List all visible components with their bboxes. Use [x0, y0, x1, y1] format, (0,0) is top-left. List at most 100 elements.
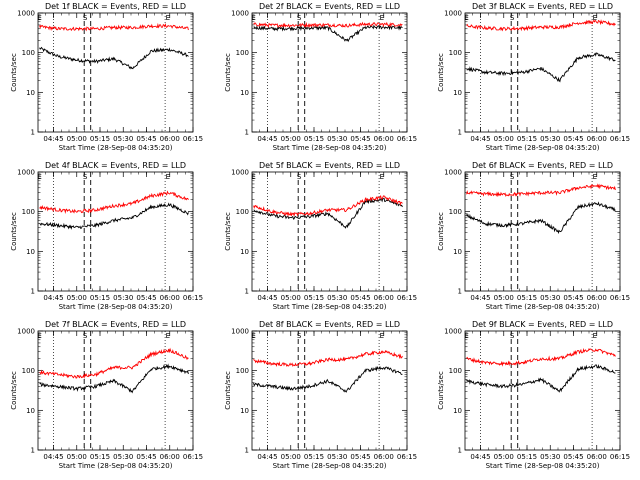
events-series-line	[466, 201, 616, 235]
x-tick-label: 04:45	[43, 135, 63, 143]
x-axis-title: Start Time (28-Sep-08 04:35:20)	[59, 144, 173, 152]
event-marker-label: E	[251, 14, 255, 22]
events-series-line	[39, 363, 189, 394]
x-tick-label: 05:30	[113, 453, 133, 461]
panel-7: Det 7f BLACK = Events, RED = LLD E S E 1 10 10…	[10, 320, 203, 470]
panel-title: Det 9f BLACK = Events, RED = LLD	[472, 320, 613, 329]
lld-series-line	[253, 349, 403, 368]
event-marker-label: E	[166, 173, 170, 181]
x-tick-label: 05:15	[517, 294, 537, 302]
x-tick-label: 05:00	[494, 453, 514, 461]
events-series-line	[253, 197, 403, 229]
event-marker-label: E	[380, 332, 384, 340]
event-marker-label: E	[251, 332, 255, 340]
x-tick-label: 05:30	[113, 294, 133, 302]
x-tick-label: 05:45	[350, 294, 370, 302]
panel-1: Det 1f BLACK = Events, RED = LLD E S E 1 10 10…	[10, 2, 203, 152]
x-tick-label: 05:00	[67, 453, 87, 461]
y-tick-label: 100	[22, 49, 35, 57]
lld-series-line	[39, 190, 189, 214]
y-axis-title: Counts/sec	[224, 53, 232, 92]
x-axis-title: Start Time (28-Sep-08 04:35:20)	[273, 303, 387, 311]
x-tick-label: 04:45	[43, 294, 63, 302]
x-tick-label: 04:45	[470, 294, 490, 302]
x-tick-label: 05:15	[304, 453, 324, 461]
event-marker-label: E	[380, 14, 384, 22]
y-tick-label: 1000	[231, 328, 249, 336]
lld-series-line	[39, 22, 189, 32]
y-tick-label: 1	[31, 129, 35, 137]
y-tick-label: 10	[26, 248, 35, 256]
x-tick-label: 05:00	[494, 135, 514, 143]
y-tick-label: 100	[236, 367, 249, 375]
x-tick-label: 05:15	[304, 135, 324, 143]
panel-title: Det 1f BLACK = Events, RED = LLD	[45, 2, 186, 11]
lld-series-line	[466, 347, 616, 367]
event-marker-label: S	[510, 14, 515, 22]
event-marker-label: S	[83, 14, 88, 22]
x-tick-label: 04:45	[470, 135, 490, 143]
y-tick-label: 100	[236, 49, 249, 57]
x-tick-label: 06:00	[160, 453, 180, 461]
x-tick-label: 06:00	[160, 294, 180, 302]
panel-title: Det 7f BLACK = Events, RED = LLD	[45, 320, 186, 329]
x-axis-title: Start Time (28-Sep-08 04:35:20)	[273, 462, 387, 470]
event-marker-label: E	[166, 332, 170, 340]
x-tick-label: 05:00	[281, 294, 301, 302]
event-marker-label: E	[37, 332, 41, 340]
y-tick-label: 10	[453, 89, 462, 97]
event-marker-label: S	[297, 14, 302, 22]
event-marker-label: S	[83, 332, 88, 340]
x-tick-label: 06:15	[183, 453, 203, 461]
y-tick-label: 1000	[231, 169, 249, 177]
event-marker-label: S	[510, 173, 515, 181]
panel-5: Det 5f BLACK = Events, RED = LLD E S E 1 10 10…	[224, 161, 417, 311]
y-tick-label: 1000	[17, 169, 35, 177]
x-tick-label: 05:45	[350, 453, 370, 461]
x-tick-label: 05:30	[327, 294, 347, 302]
events-series-line	[39, 202, 189, 230]
x-tick-label: 06:00	[160, 135, 180, 143]
x-tick-label: 06:00	[587, 453, 607, 461]
x-tick-label: 06:15	[610, 453, 630, 461]
x-tick-label: 05:30	[327, 135, 347, 143]
x-tick-label: 06:15	[183, 135, 203, 143]
y-tick-label: 1	[245, 288, 249, 296]
lld-series-line	[466, 19, 616, 32]
events-series-line	[466, 363, 616, 393]
x-tick-label: 06:00	[374, 453, 394, 461]
event-marker-label: E	[593, 173, 597, 181]
event-marker-label: E	[464, 332, 468, 340]
panel-3: Det 3f BLACK = Events, RED = LLD E S E 1 10 10…	[437, 2, 630, 152]
events-series-line	[466, 52, 616, 83]
panel-2: Det 2f BLACK = Events, RED = LLD E S E 1 10 10…	[224, 2, 417, 152]
event-marker-label: E	[251, 173, 255, 181]
event-marker-label: E	[593, 14, 597, 22]
y-tick-label: 10	[26, 89, 35, 97]
panel-title: Det 3f BLACK = Events, RED = LLD	[472, 2, 613, 11]
lld-series-line	[253, 194, 403, 218]
x-axis-title: Start Time (28-Sep-08 04:35:20)	[486, 462, 600, 470]
y-tick-label: 1000	[17, 328, 35, 336]
y-axis-title: Counts/sec	[224, 212, 232, 251]
y-tick-label: 1	[245, 129, 249, 137]
y-tick-label: 1000	[231, 10, 249, 18]
y-axis-title: Counts/sec	[10, 212, 18, 251]
x-tick-label: 05:45	[136, 135, 156, 143]
x-axis-title: Start Time (28-Sep-08 04:35:20)	[59, 303, 173, 311]
event-marker-label: S	[297, 173, 302, 181]
event-marker-label: E	[464, 14, 468, 22]
y-axis-title: Counts/sec	[437, 371, 445, 410]
y-tick-label: 1	[458, 288, 462, 296]
x-tick-label: 05:30	[113, 135, 133, 143]
x-tick-label: 05:30	[540, 453, 560, 461]
x-tick-label: 05:00	[67, 135, 87, 143]
y-axis-title: Counts/sec	[437, 53, 445, 92]
x-tick-label: 05:45	[563, 453, 583, 461]
lld-series-line	[39, 347, 189, 379]
panel-title: Det 4f BLACK = Events, RED = LLD	[45, 161, 186, 170]
x-tick-label: 04:45	[43, 453, 63, 461]
event-marker-label: E	[593, 332, 597, 340]
